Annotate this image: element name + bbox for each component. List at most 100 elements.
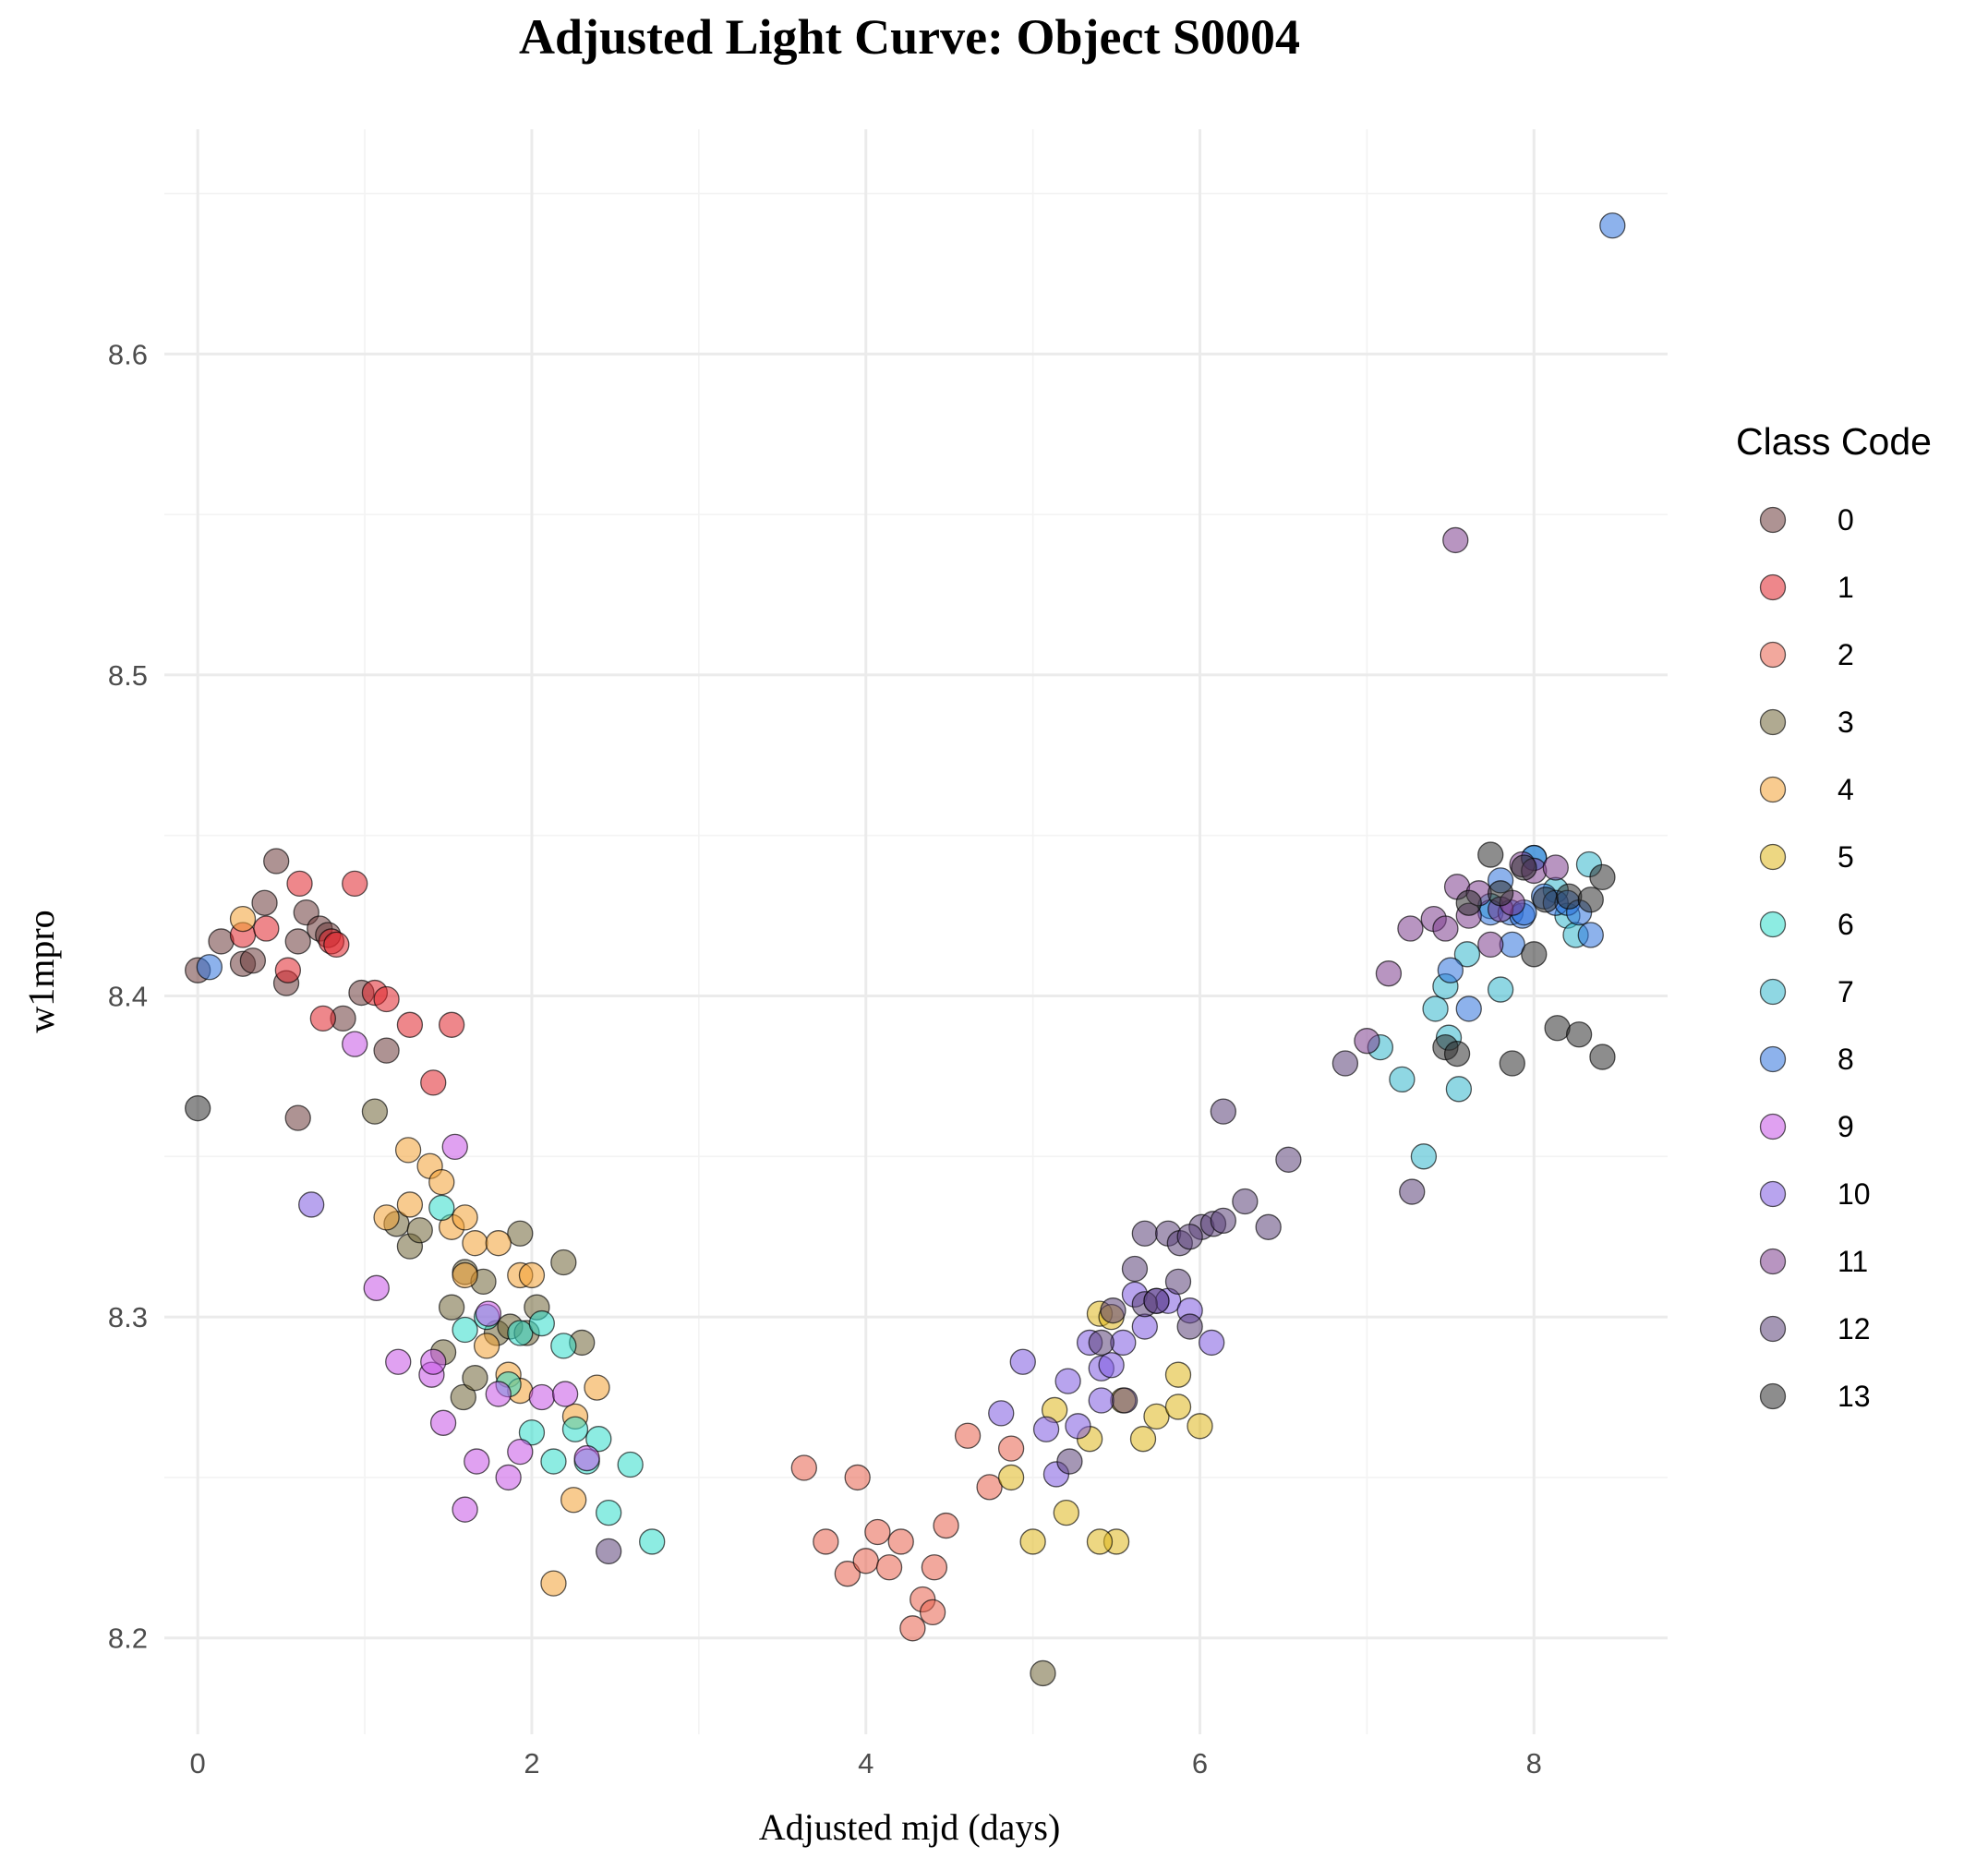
data-point bbox=[1098, 1352, 1125, 1379]
data-point bbox=[1589, 1044, 1616, 1070]
data-point bbox=[1019, 1528, 1046, 1555]
data-point bbox=[396, 1011, 424, 1038]
data-point bbox=[342, 870, 368, 898]
legend-label: 12 bbox=[1837, 1312, 1871, 1345]
legend-label: 2 bbox=[1837, 638, 1854, 671]
data-point bbox=[185, 1095, 211, 1122]
data-point bbox=[1422, 995, 1449, 1022]
legend-label: 8 bbox=[1837, 1043, 1854, 1076]
legend-title: Class Code bbox=[1736, 420, 1932, 463]
data-point bbox=[596, 1500, 622, 1526]
y-tick-label: 8.3 bbox=[108, 1301, 148, 1333]
data-point bbox=[495, 1464, 522, 1491]
x-tick-label: 0 bbox=[190, 1747, 206, 1780]
data-point bbox=[473, 1333, 500, 1359]
data-point bbox=[1453, 941, 1481, 968]
data-point bbox=[1542, 854, 1569, 881]
data-point bbox=[1032, 1416, 1060, 1442]
data-point bbox=[452, 1316, 478, 1344]
data-point bbox=[988, 1400, 1015, 1427]
data-point bbox=[1053, 1500, 1079, 1526]
data-point bbox=[323, 931, 350, 959]
data-point bbox=[1577, 922, 1604, 948]
legend-item: 0 bbox=[1759, 503, 1854, 537]
data-point bbox=[239, 947, 267, 974]
data-point bbox=[507, 1220, 534, 1247]
legend-key bbox=[1759, 1045, 1787, 1073]
data-point bbox=[1131, 1313, 1158, 1340]
data-point bbox=[1275, 1146, 1302, 1173]
data-point bbox=[1100, 1297, 1127, 1324]
data-point bbox=[1164, 1268, 1192, 1296]
data-point bbox=[274, 957, 302, 983]
y-axis-title: w1mpro bbox=[20, 910, 62, 1032]
legend-label: 6 bbox=[1837, 908, 1854, 941]
series-12 bbox=[596, 1050, 1426, 1565]
data-point bbox=[1521, 941, 1548, 968]
data-point bbox=[1232, 1188, 1259, 1215]
data-point bbox=[550, 1333, 577, 1359]
data-point bbox=[1354, 1028, 1380, 1055]
data-point bbox=[1054, 1368, 1081, 1394]
data-point bbox=[507, 1320, 534, 1346]
data-point bbox=[954, 1422, 982, 1449]
data-point bbox=[921, 1554, 948, 1581]
data-point bbox=[251, 889, 278, 916]
data-point bbox=[1065, 1413, 1091, 1440]
data-point bbox=[1499, 1050, 1525, 1077]
data-point bbox=[1455, 889, 1482, 916]
data-point bbox=[1255, 1213, 1282, 1240]
legend-label: 5 bbox=[1837, 840, 1854, 874]
data-point bbox=[485, 1381, 512, 1407]
data-point bbox=[1437, 957, 1464, 983]
legend-item: 9 bbox=[1759, 1110, 1854, 1143]
data-point bbox=[584, 1374, 610, 1401]
data-point bbox=[373, 1037, 400, 1064]
data-point bbox=[528, 1309, 555, 1337]
legend-key bbox=[1759, 1382, 1787, 1410]
legend-item: 2 bbox=[1759, 638, 1854, 671]
data-point bbox=[428, 1168, 455, 1196]
x-tick-label: 8 bbox=[1526, 1747, 1542, 1780]
data-point bbox=[229, 905, 257, 933]
legend-label: 10 bbox=[1837, 1177, 1871, 1211]
data-point bbox=[452, 1261, 478, 1289]
data-point bbox=[1088, 1387, 1114, 1414]
data-point bbox=[1164, 1394, 1192, 1420]
legend-label: 11 bbox=[1837, 1245, 1868, 1278]
legend-item: 4 bbox=[1759, 773, 1854, 806]
y-tick-label: 8.4 bbox=[108, 981, 148, 1013]
data-point bbox=[1565, 1021, 1593, 1048]
data-point bbox=[342, 1031, 368, 1057]
data-point bbox=[1187, 1413, 1213, 1440]
data-point bbox=[573, 1444, 600, 1472]
data-point bbox=[373, 1204, 400, 1231]
data-point bbox=[1556, 883, 1583, 910]
x-tick-label: 6 bbox=[1192, 1747, 1208, 1780]
data-point bbox=[1331, 1050, 1359, 1077]
legend-label: 3 bbox=[1837, 706, 1854, 739]
series-4 bbox=[229, 905, 610, 1597]
legend-item: 5 bbox=[1759, 840, 1854, 874]
data-point bbox=[1511, 854, 1537, 881]
data-point bbox=[284, 928, 311, 955]
data-point bbox=[899, 1615, 926, 1642]
data-point bbox=[1532, 887, 1560, 913]
data-point bbox=[540, 1448, 567, 1475]
data-point bbox=[1487, 976, 1514, 1003]
data-point bbox=[1009, 1348, 1036, 1375]
legend-label: 4 bbox=[1837, 773, 1854, 806]
data-point bbox=[585, 1426, 612, 1453]
data-point bbox=[438, 1294, 465, 1321]
x-axis-title: Adjusted mjd (days) bbox=[759, 1806, 1061, 1848]
series-2 bbox=[790, 1422, 1025, 1642]
data-point bbox=[864, 1518, 891, 1546]
chart-title: Adjusted Light Curve: Object S0004 bbox=[519, 9, 1300, 65]
data-point bbox=[1397, 915, 1424, 942]
data-point bbox=[639, 1528, 666, 1555]
legend-label: 0 bbox=[1837, 503, 1854, 537]
data-point bbox=[528, 1383, 555, 1411]
data-point bbox=[475, 1300, 502, 1327]
